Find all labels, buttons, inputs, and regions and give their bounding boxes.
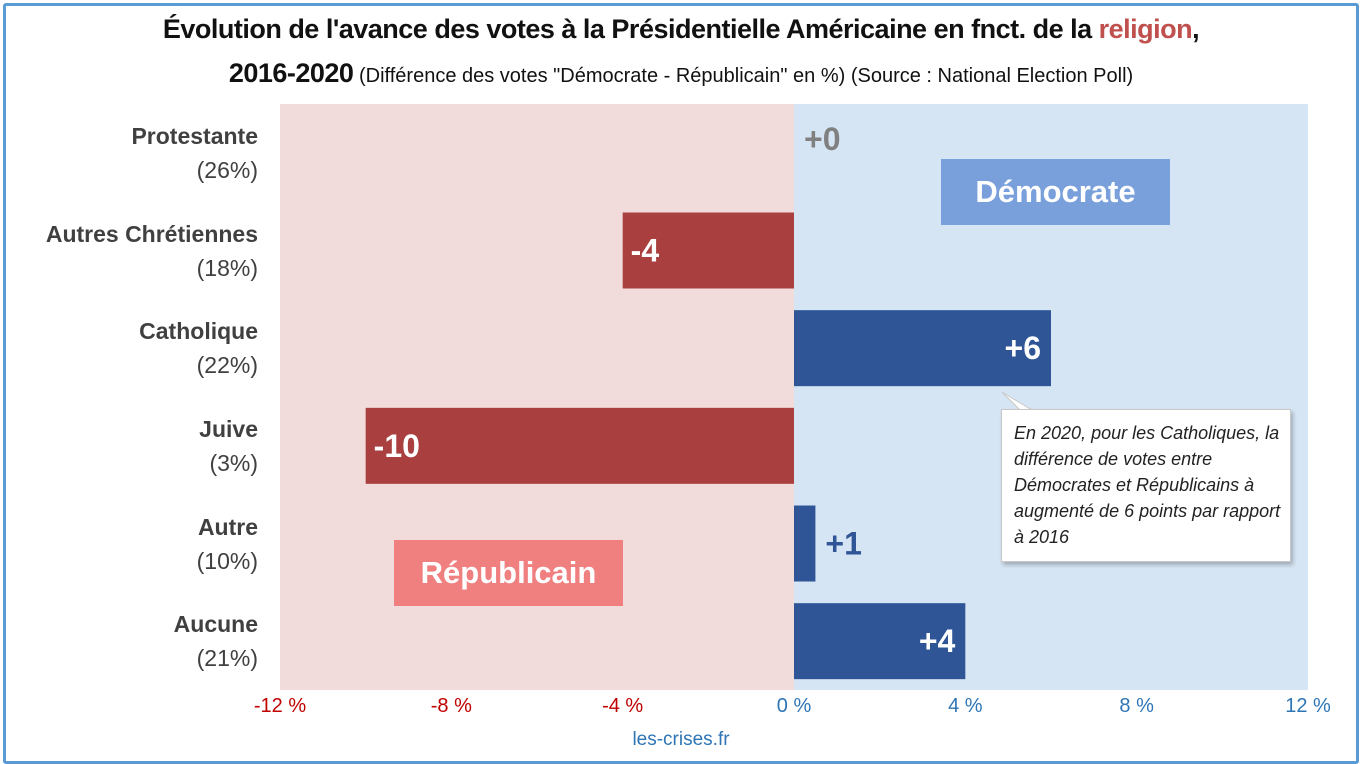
data-label-6: +4: [919, 623, 956, 659]
bar-5: [794, 505, 816, 582]
annotation-text: En 2020, pour les Catholiques, la différ…: [1014, 423, 1281, 547]
category-name: Autres Chrétiennes: [45, 220, 258, 247]
chart-subtitle: 2016-2020 (Différence des votes "Démocra…: [0, 58, 1362, 89]
x-tick-label: -12 %: [253, 695, 307, 717]
data-label-5: +1: [825, 526, 861, 562]
title-year: 2016-2020: [228, 58, 354, 88]
category-label: Autres Chrétiennes (18%): [0, 217, 258, 285]
category-share: (3%): [209, 449, 258, 476]
bar-3: [794, 310, 1051, 387]
annotation-callout: En 2020, pour les Catholiques, la différ…: [1001, 409, 1291, 562]
title-subtitle-text: (Différence des votes "Démocrate - Répub…: [353, 65, 1134, 87]
x-tick-label: 8 %: [1119, 695, 1154, 717]
bar-2: [622, 212, 794, 289]
x-tick-label: 12 %: [1285, 695, 1331, 717]
category-name: Protestante: [131, 122, 258, 149]
category-share: (18%): [196, 254, 258, 281]
category-name: Catholique: [139, 318, 258, 345]
title-suffix: ,: [1192, 14, 1200, 44]
x-tick-label: -4 %: [602, 695, 644, 717]
chart-title: Évolution de l'avance des votes à la Pré…: [0, 14, 1362, 45]
data-label-3: +6: [1005, 330, 1041, 366]
category-label: Aucune (21%): [0, 607, 258, 675]
category-share: (26%): [196, 156, 258, 183]
category-label: Autre (10%): [0, 510, 258, 578]
x-tick-label: 0 %: [776, 695, 812, 717]
x-tick-label: 4 %: [948, 695, 983, 717]
title-prefix: Évolution de l'avance des votes à la Pré…: [162, 14, 1099, 44]
bar-6: [794, 603, 966, 680]
category-name: Juive: [199, 415, 258, 442]
data-label-1: +0: [804, 121, 840, 157]
title-accent: religion: [1098, 14, 1193, 44]
data-label-4: -10: [374, 428, 420, 464]
category-share: (21%): [196, 645, 258, 672]
category-share: (22%): [196, 352, 258, 379]
data-label-2: -4: [631, 233, 660, 269]
x-tick-label: -8 %: [430, 695, 472, 717]
bar-4: [365, 407, 794, 484]
category-label: Juive (3%): [0, 412, 258, 480]
category-name: Autre: [197, 513, 258, 540]
democrat-region-label: Démocrate: [941, 159, 1170, 225]
republican-region-label: Républicain: [394, 540, 623, 606]
category-label: Catholique (22%): [0, 314, 258, 382]
category-name: Aucune: [173, 611, 258, 638]
category-share: (10%): [196, 547, 258, 574]
source-credit: les-crises.fr: [632, 729, 730, 750]
category-label: Protestante (26%): [0, 119, 258, 187]
